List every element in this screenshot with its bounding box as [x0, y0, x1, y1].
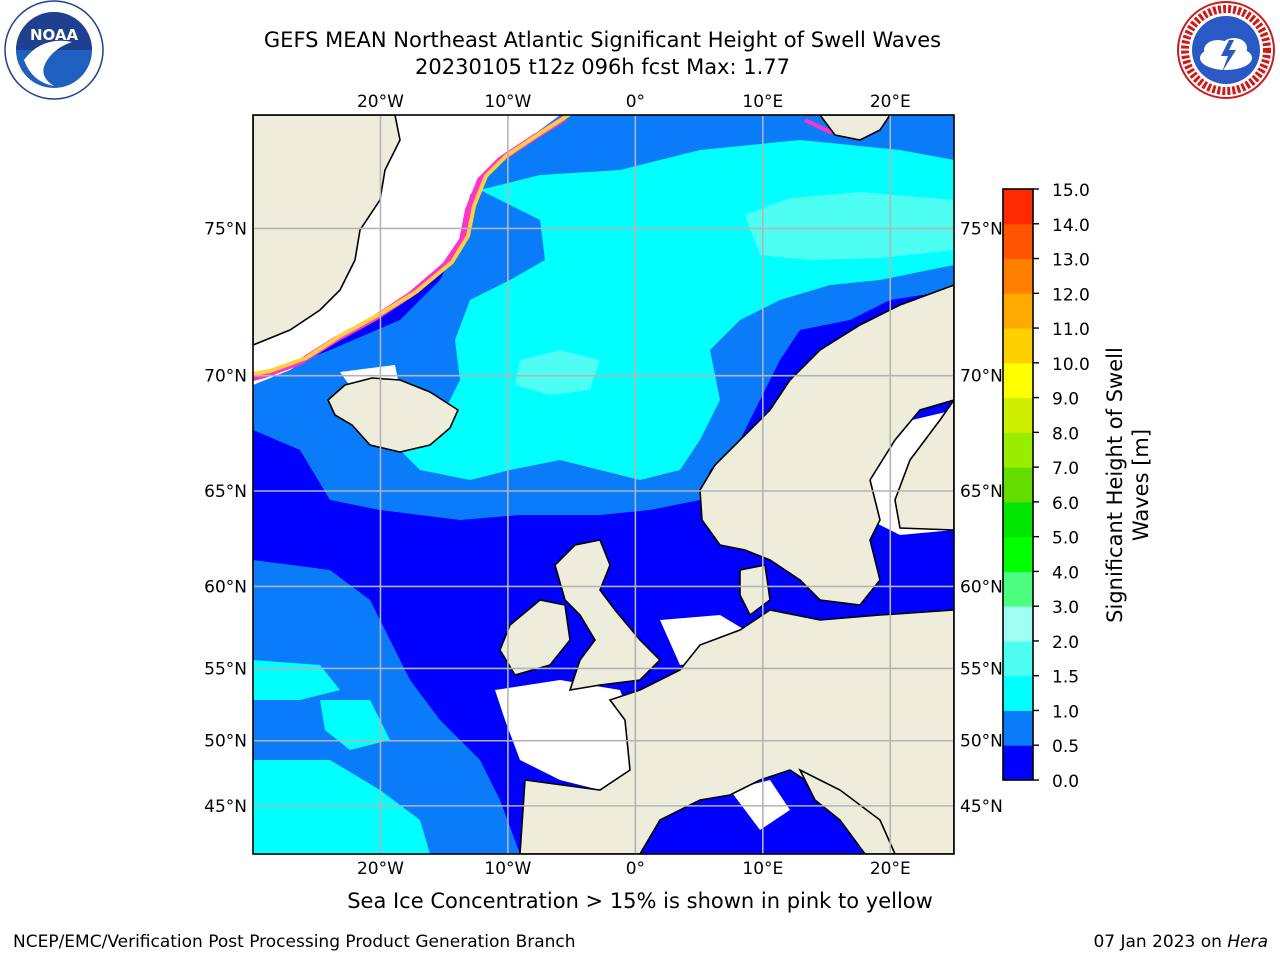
- footer-date: 07 Jan 2023 on Hera: [1093, 932, 1268, 952]
- lon-tick-label-bottom: 10°W: [484, 859, 531, 879]
- grid-lines: [253, 115, 954, 854]
- swell-1.0-1.5-southwest: [253, 760, 430, 854]
- sea-ice-edge-yellow: [253, 115, 572, 376]
- map-title: GEFS MEAN Northeast Atlantic Significant…: [263, 28, 942, 52]
- lon-tick-label-bottom: 20°E: [870, 859, 911, 879]
- colorbar-tick-label: 7.0: [1052, 459, 1079, 479]
- noaa-logo-text: NOAA: [30, 26, 79, 44]
- colorbar-frame: [1002, 188, 1034, 781]
- lat-tick-label-right: 75°N: [960, 219, 1003, 239]
- land-svalbard: [819, 115, 891, 141]
- map-plot-area: [253, 115, 954, 854]
- colorbar-tick-label: 2.0: [1052, 633, 1079, 653]
- lat-tick-label-right: 55°N: [960, 659, 1003, 679]
- lon-tick-label-top: 0°: [626, 92, 645, 112]
- land-greenland: [253, 115, 401, 346]
- lon-tick-label-top: 10°E: [742, 92, 783, 112]
- colorbar-segment: [1003, 293, 1033, 329]
- colorbar-tick-label: 0.5: [1052, 737, 1079, 757]
- colorbar-tick-label: 6.0: [1052, 494, 1079, 514]
- colorbar-segment: [1003, 432, 1033, 468]
- colorbar-tick-label: 1.5: [1052, 668, 1079, 688]
- lon-tick-label-bottom: 0°: [626, 859, 645, 879]
- land-finland: [894, 398, 954, 531]
- land-great-britain: [554, 539, 662, 692]
- footer-credit: NCEP/EMC/Verification Post Processing Pr…: [13, 932, 576, 952]
- colorbar-segment: [1003, 362, 1033, 399]
- colorbar-segment: [1003, 710, 1033, 746]
- colorbar-segment: [1003, 397, 1033, 433]
- map-subtitle: 20230105 t12z 096h fcst Max: 1.77: [415, 55, 790, 79]
- colorbar-segment: [1003, 467, 1033, 503]
- colorbar-tick-label: 0.0: [1052, 772, 1079, 792]
- nws-logo: [1177, 1, 1275, 99]
- colorbar-tick-label: 12.0: [1052, 285, 1090, 305]
- lat-tick-label-right: 45°N: [960, 797, 1003, 817]
- lat-tick-label-left: 50°N: [204, 732, 247, 752]
- colorbar-segment: [1003, 571, 1033, 607]
- colorbar-tick-label: 5.0: [1052, 529, 1079, 549]
- lat-tick-label-right: 50°N: [960, 732, 1003, 752]
- land-iceland: [327, 377, 460, 453]
- lat-tick-label-left: 70°N: [204, 367, 247, 387]
- colorbar-segment: [1003, 189, 1033, 225]
- swell-1.0-1.5-mid: [320, 700, 390, 750]
- colorbar-segment: [1003, 606, 1033, 642]
- land-italy: [798, 768, 896, 854]
- lat-tick-label-left: 55°N: [204, 659, 247, 679]
- colorbar-segment: [1003, 258, 1033, 294]
- no-data-med: [730, 780, 790, 830]
- colorbar-segment: [1003, 536, 1033, 572]
- colorbar-tick-label: 14.0: [1052, 216, 1090, 236]
- swell-1.0-1.5-west: [253, 660, 340, 700]
- colorbar-tick-label: 15.0: [1052, 181, 1090, 201]
- colorbar-tick-label: 10.0: [1052, 355, 1090, 375]
- colorbar-label: Significant Height of Swell Waves [m]: [1103, 347, 1153, 623]
- lat-tick-label-right: 70°N: [960, 367, 1003, 387]
- swell-1.5-2.0-north: [745, 192, 954, 260]
- lat-tick-label-left: 75°N: [204, 219, 247, 239]
- colorbar-tick-label: 13.0: [1052, 251, 1090, 271]
- no-data-biscay: [495, 680, 635, 790]
- map-frame: [252, 114, 955, 855]
- colorbar: 0.0 0.5 1.0 1.5 2.0 3.0 4.0 5.0 6.0 7.0 8.0 9.0 10.0…: [1002, 181, 1090, 792]
- noaa-logo: NOAA: [4, 0, 104, 100]
- lon-tick-label-bottom: 20°W: [357, 859, 404, 879]
- lat-tick-label-left: 65°N: [204, 482, 247, 502]
- colorbar-tick-label: 4.0: [1052, 563, 1079, 583]
- lon-tick-label-bottom: 10°E: [742, 859, 783, 879]
- axis-tick-labels: 20°W 20°W 10°W 10°W 0° 0° 10°E 10°E 20°E 20°E 45°N…: [204, 92, 1003, 879]
- lon-tick-label-top: 10°W: [484, 92, 531, 112]
- lat-tick-label-left: 60°N: [204, 577, 247, 597]
- footer-date-text: 07 Jan 2023 on: [1093, 932, 1228, 952]
- colorbar-tick-label: 1.0: [1052, 702, 1079, 722]
- colorbar-segment: [1003, 501, 1033, 538]
- colorbar-segment: [1003, 675, 1033, 711]
- colorbar-tick-label: 11.0: [1052, 320, 1090, 340]
- colorbar-tick-label: 9.0: [1052, 390, 1079, 410]
- colorbar-segment: [1003, 328, 1033, 364]
- colorbar-segment: [1003, 223, 1033, 260]
- lat-tick-label-right: 65°N: [960, 482, 1003, 502]
- colorbar-tick-label: 3.0: [1052, 598, 1079, 618]
- colorbar-segment: [1003, 745, 1033, 781]
- sea-ice-note: Sea Ice Concentration > 15% is shown in …: [347, 889, 933, 913]
- colorbar-tick-label: 8.0: [1052, 424, 1079, 444]
- swell-1.5-2.0-central: [515, 350, 600, 395]
- colorbar-segment: [1003, 640, 1033, 677]
- lat-tick-label-left: 45°N: [204, 797, 247, 817]
- lon-tick-label-top: 20°W: [357, 92, 404, 112]
- footer-host: Hera: [1227, 932, 1268, 952]
- lon-tick-label-top: 20°E: [870, 92, 911, 112]
- land-ireland: [499, 599, 571, 676]
- lat-tick-label-right: 60°N: [960, 577, 1003, 597]
